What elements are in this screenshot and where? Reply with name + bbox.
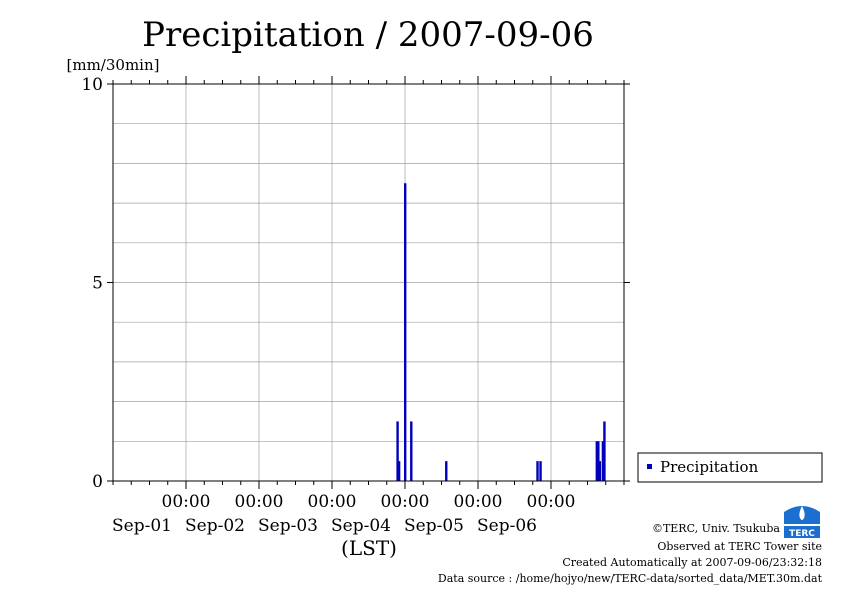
x-axis-ticks: 00:00 Sep-01 00:00 Sep-02 00:00 Sep-03 00:00 Se… (112, 76, 625, 536)
precipitation-bar (410, 421, 413, 481)
precipitation-bar (539, 461, 542, 481)
precipitation-bars (396, 183, 606, 481)
precipitation-bar (601, 441, 605, 481)
legend-box (637, 452, 823, 483)
precipitation-bar (603, 421, 606, 481)
terc-logo-text-bar (784, 526, 820, 538)
data-source-text: Data source : /home/hojyo/new/TERC-data/… (438, 572, 823, 585)
x-tick-date-label: Sep-03 (258, 516, 318, 536)
legend: Precipitation (637, 452, 823, 483)
precipitation-bar (445, 461, 448, 481)
precipitation-bar (598, 461, 602, 481)
precipitation-bar (404, 183, 407, 481)
y-axis-unit-label: [mm/30min] (67, 56, 160, 74)
x-tick-date-label: Sep-01 (112, 516, 172, 536)
x-tick-date-label: Sep-05 (404, 516, 464, 536)
observed-site-text: Observed at TERC Tower site (657, 540, 822, 553)
x-tick-time-label: 00:00 (527, 492, 576, 512)
y-tick-label: 0 (92, 472, 103, 492)
terc-logo-text: TERC (789, 529, 815, 539)
x-tick-time-label: 00:00 (308, 492, 357, 512)
y-tick-label: 10 (81, 75, 103, 95)
x-tick-time-label: 00:00 (162, 492, 211, 512)
copyright-text: ©TERC, Univ. Tsukuba (652, 522, 780, 535)
precipitation-bar (396, 421, 399, 481)
precipitation-bar (597, 441, 600, 481)
precipitation-bar (595, 441, 599, 481)
x-tick-time-label: 00:00 (381, 492, 430, 512)
y-tick-label: 5 (92, 274, 103, 294)
x-tick-date-label: Sep-02 (185, 516, 245, 536)
x-tick-date-label: Sep-06 (477, 516, 537, 536)
x-tick-date-label: Sep-04 (331, 516, 391, 536)
precipitation-bar (397, 461, 401, 481)
legend-label: Precipitation (660, 458, 759, 476)
y-axis-ticks: 0 5 10 (81, 75, 630, 492)
chart-title: Precipitation / 2007-09-06 (142, 15, 594, 55)
terc-logo-drop-icon (799, 506, 805, 520)
created-timestamp-text: Created Automatically at 2007-09-06/23:3… (562, 556, 822, 569)
terc-logo: TERC (784, 503, 820, 539)
legend-swatch (647, 464, 652, 469)
x-axis-label: (LST) (341, 536, 397, 560)
x-tick-time-label: 00:00 (235, 492, 284, 512)
grid-lines (113, 84, 624, 481)
x-tick-time-label: 00:00 (454, 492, 503, 512)
precipitation-bar (536, 461, 539, 481)
